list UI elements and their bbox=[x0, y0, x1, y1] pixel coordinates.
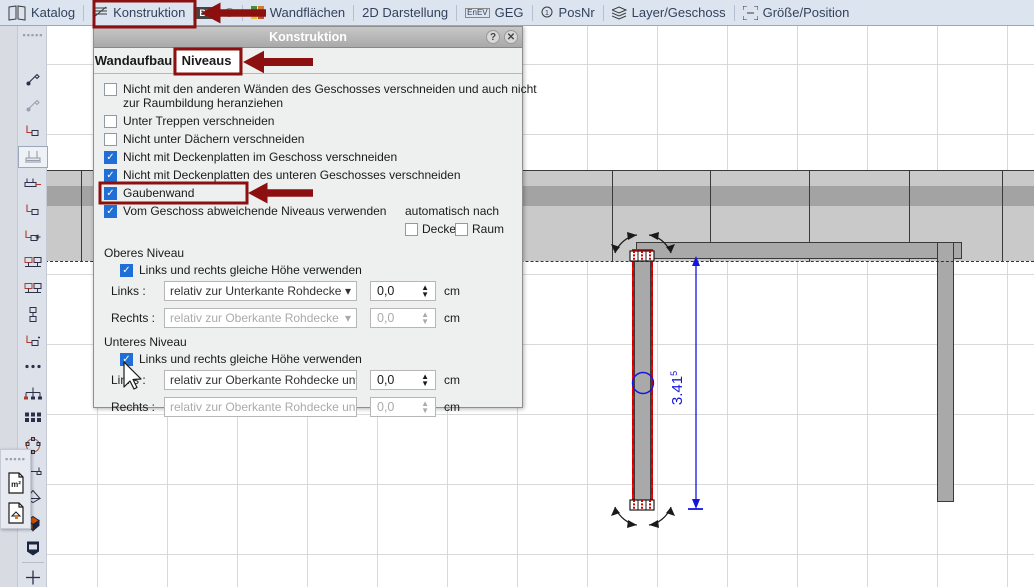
svg-text:1: 1 bbox=[545, 10, 549, 17]
svg-text:m²: m² bbox=[11, 480, 21, 489]
